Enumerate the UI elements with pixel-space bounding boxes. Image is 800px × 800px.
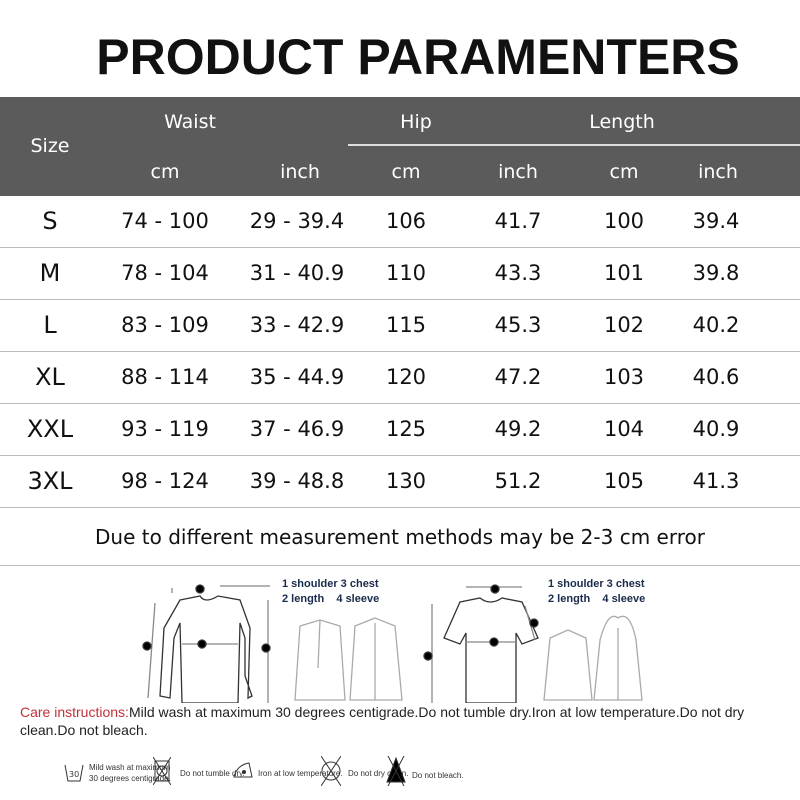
unit-cm: cm — [391, 161, 421, 183]
care-instructions: Care instructions:Mild wash at maximum 3… — [20, 703, 790, 739]
cell-length-inch: 40.9 — [692, 417, 740, 441]
cell-length-cm: 100 — [603, 209, 645, 233]
cell-waist-inch: 31 - 40.9 — [249, 261, 345, 285]
cell-hip-cm: 115 — [385, 313, 427, 337]
cell-hip-cm: 130 — [385, 469, 427, 493]
wash-30-icon: 30 — [64, 764, 84, 782]
care-icon-label: Do not bleach. — [412, 771, 464, 780]
cell-size: XXL — [26, 415, 74, 443]
cell-length-cm: 105 — [603, 469, 645, 493]
cell-waist-inch: 39 - 48.8 — [249, 469, 345, 493]
cell-length-inch: 40.6 — [692, 365, 740, 389]
unit-inch: inch — [698, 161, 738, 183]
unit-inch: inch — [498, 161, 538, 183]
unit-cm: cm — [609, 161, 639, 183]
care-icon-label: Iron at low temperature. — [258, 769, 343, 778]
t-shirt-icon — [423, 584, 539, 703]
no-bleach-icon — [386, 756, 406, 786]
cell-length-cm: 101 — [603, 261, 645, 285]
care-label: Care instructions: — [20, 704, 129, 720]
legend-line: 2 length 4 sleeve — [548, 593, 646, 605]
cell-hip-inch: 41.7 — [494, 209, 542, 233]
header-waist: Waist — [164, 111, 216, 133]
cell-size: 3XL — [27, 467, 73, 495]
care-icon-label: Mild wash at maximum 30 degrees centigra… — [89, 763, 171, 783]
cell-size: M — [39, 259, 61, 287]
no-dry-clean-icon — [321, 756, 341, 786]
cell-length-cm: 104 — [603, 417, 645, 441]
cell-waist-cm: 78 - 104 — [121, 261, 209, 285]
header-length: Length — [589, 111, 655, 133]
page-title: PRODUCT PARAMENTERS — [96, 29, 740, 85]
care-icon-label: Do not dry clean. — [348, 769, 409, 778]
header-size: Size — [30, 135, 70, 157]
cell-waist-cm: 98 - 124 — [121, 469, 209, 493]
measurement-legend-right: 1 shoulder 3 chest 2 length 4 sleeve — [548, 577, 645, 607]
cell-hip-cm: 106 — [385, 209, 427, 233]
cell-hip-cm: 120 — [385, 365, 427, 389]
blazer-icon — [294, 619, 346, 701]
svg-text:30: 30 — [69, 770, 79, 779]
cell-length-cm: 103 — [603, 365, 645, 389]
jacket-icon — [349, 617, 403, 701]
cell-waist-inch: 37 - 46.9 — [249, 417, 345, 441]
care-icons: 30 Mild wash at maximum 30 degrees centi… — [0, 755, 800, 795]
shirt-icon — [543, 629, 593, 701]
cell-size: XL — [35, 363, 65, 391]
cell-waist-inch: 29 - 39.4 — [249, 209, 345, 233]
hoodie-icon — [593, 615, 643, 701]
table-header: Size Waist Hip Length cm inch cm inch cm… — [0, 97, 800, 196]
care-icon-label: Do not tumble dry. — [180, 769, 245, 778]
unit-cm: cm — [150, 161, 180, 183]
legend-line: 2 length 4 sleeve — [282, 593, 380, 605]
cell-waist-cm: 74 - 100 — [121, 209, 209, 233]
care-text: Mild wash at maximum 30 degrees centigra… — [20, 704, 745, 738]
table-row: S 74 - 100 29 - 39.4 106 41.7 100 39.4 — [0, 196, 800, 248]
cell-size: L — [43, 311, 57, 339]
garment-diagrams-left — [142, 584, 403, 703]
unit-inch: inch — [280, 161, 320, 183]
cell-size: S — [42, 207, 58, 235]
measurement-note: Due to different measurement methods may… — [0, 508, 800, 566]
header-divider — [348, 144, 800, 146]
table-row: XL 88 - 114 35 - 44.9 120 47.2 103 40.6 — [0, 352, 800, 404]
cell-length-inch: 41.3 — [692, 469, 740, 493]
iron-low-icon — [233, 762, 253, 778]
cell-hip-cm: 110 — [385, 261, 427, 285]
cell-hip-inch: 47.2 — [494, 365, 542, 389]
cell-length-cm: 102 — [603, 313, 645, 337]
table-row: XXL 93 - 119 37 - 46.9 125 49.2 104 40.9 — [0, 404, 800, 456]
cell-length-inch: 40.2 — [692, 313, 740, 337]
cell-hip-inch: 43.3 — [494, 261, 542, 285]
cell-waist-inch: 35 - 44.9 — [249, 365, 345, 389]
cell-hip-inch: 51.2 — [494, 469, 542, 493]
cell-hip-inch: 49.2 — [494, 417, 542, 441]
table-row: M 78 - 104 31 - 40.9 110 43.3 101 39.8 — [0, 248, 800, 300]
measurement-legend-left: 1 shoulder 3 chest 2 length 4 sleeve — [282, 577, 379, 607]
table-row: L 83 - 109 33 - 42.9 115 45.3 102 40.2 — [0, 300, 800, 352]
cell-waist-cm: 83 - 109 — [121, 313, 209, 337]
header-hip: Hip — [400, 111, 432, 133]
cell-waist-inch: 33 - 42.9 — [249, 313, 345, 337]
cell-hip-cm: 125 — [385, 417, 427, 441]
no-tumble-dry-icon — [153, 757, 171, 785]
cell-waist-cm: 88 - 114 — [121, 365, 209, 389]
garment-diagrams-right — [423, 584, 643, 703]
legend-line: 1 shoulder 3 chest — [282, 578, 379, 590]
long-sleeve-shirt-icon — [142, 584, 271, 703]
legend-line: 1 shoulder 3 chest — [548, 578, 645, 590]
cell-hip-inch: 45.3 — [494, 313, 542, 337]
cell-length-inch: 39.8 — [692, 261, 740, 285]
table-row: 3XL 98 - 124 39 - 48.8 130 51.2 105 41.3 — [0, 456, 800, 508]
cell-waist-cm: 93 - 119 — [121, 417, 209, 441]
cell-length-inch: 39.4 — [692, 209, 740, 233]
